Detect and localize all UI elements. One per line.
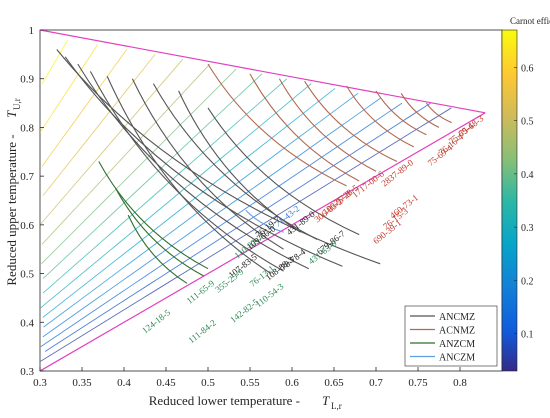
efficiency-contours	[40, 39, 452, 362]
x-axis-ticks: 0.3 0.35 0.4 0.45 0.5 0.55 0.6 0.65 0.7 0.75 0.8	[33, 367, 467, 389]
series-anzcm	[98, 161, 209, 284]
colorbar-tick-label: 0.3	[521, 223, 534, 234]
fluid-curve	[56, 49, 381, 265]
y-tick-label: 0.3	[20, 366, 34, 378]
fluid-curve	[207, 63, 347, 187]
fluid-curve	[106, 76, 272, 275]
fluid-curve	[127, 214, 188, 284]
series-anczm	[245, 209, 284, 233]
fluid-curve	[64, 56, 343, 267]
series-ancmz	[56, 49, 381, 275]
colorbar-tick-label: 0.1	[521, 330, 534, 341]
fluid-curve	[249, 73, 360, 182]
fluid-curve	[131, 78, 284, 250]
y-axis-label: Reduced upper temperature -	[4, 134, 19, 285]
legend-label: ANCZM	[439, 353, 475, 364]
y-axis-symbol: T	[4, 110, 19, 118]
y-tick-label: 0.6	[20, 220, 34, 232]
efficiency-contour	[41, 39, 69, 84]
y-axis-title: Reduced upper temperature - T U,r	[4, 98, 22, 285]
y-tick-label: 0.9	[20, 74, 34, 86]
efficiency-contour	[40, 58, 184, 226]
y-tick-label: 0.7	[20, 171, 34, 183]
efficiency-contour	[40, 44, 99, 133]
colorbar-tick-label: 0.5	[521, 117, 534, 128]
fluid-curves	[56, 49, 452, 284]
colorbar-gradient	[501, 29, 518, 372]
x-tick-label: 0.65	[324, 377, 344, 389]
y-axis-subscript: U,r	[12, 98, 22, 110]
colorbar-title: Carnot efficiency	[510, 16, 550, 26]
colorbar-tick-label: 0.6	[521, 63, 534, 74]
fluid-curve	[304, 80, 398, 163]
efficiency-contour	[42, 54, 156, 196]
fluid-curve	[89, 71, 284, 272]
x-tick-label: 0.6	[285, 377, 299, 389]
fluid-curve	[375, 90, 427, 136]
efficiency-contour	[43, 92, 359, 328]
x-tick-label: 0.75	[408, 377, 428, 389]
y-tick-label: 1	[29, 25, 35, 37]
x-axis-title: Reduced lower temperature - T L,r	[149, 393, 342, 411]
x-tick-label: 0.45	[156, 377, 176, 389]
x-axis-symbol: T	[322, 393, 330, 408]
y-axis-ticks: 0.3 0.4 0.5 0.6 0.7 0.8 0.9 1	[20, 25, 44, 378]
colorbar-tick-label: 0.2	[521, 276, 534, 287]
fluid-curve	[207, 107, 360, 236]
efficiency-contour	[42, 97, 381, 338]
x-tick-label: 0.8	[453, 377, 467, 389]
x-tick-label: 0.5	[201, 377, 215, 389]
efficiency-contour	[41, 68, 237, 265]
efficiency-contour	[41, 63, 211, 245]
legend-label: ACNMZ	[439, 326, 475, 337]
fluid-curve	[346, 85, 415, 148]
fluid-curve	[178, 90, 301, 233]
x-tick-label: 0.7	[369, 377, 383, 389]
colorbar-ticks: 0.1 0.2 0.3 0.4 0.5 0.6	[514, 63, 534, 341]
efficiency-contour	[40, 102, 403, 348]
boundary-upper	[40, 30, 486, 114]
x-tick-label: 0.3	[33, 377, 47, 389]
fluid-curve	[278, 78, 377, 172]
fluid-curve	[77, 63, 310, 270]
efficiency-contour	[41, 49, 128, 167]
colorbar: Carnot efficiency 0.1 0.2 0.3 0.4 0.5 0.6	[501, 16, 550, 372]
legend: ANCMZ ACNMZ ANZCM ANCZM	[404, 305, 498, 367]
fluid-curve	[152, 83, 318, 240]
colorbar-tick-label: 0.4	[521, 170, 534, 181]
efficiency-contour	[42, 73, 263, 279]
x-axis-subscript: L,r	[331, 401, 342, 411]
y-tick-label: 0.8	[20, 122, 34, 134]
legend-label: ANCMZ	[439, 312, 475, 323]
x-tick-label: 0.55	[240, 377, 260, 389]
y-tick-label: 0.4	[20, 317, 34, 329]
y-tick-label: 0.5	[20, 269, 34, 281]
x-axis-label: Reduced lower temperature -	[149, 393, 300, 408]
efficiency-contour	[40, 83, 312, 309]
x-tick-label: 0.4	[117, 377, 131, 389]
fluid-curve	[425, 102, 452, 124]
boundary-diagonal	[40, 112, 486, 371]
x-tick-label: 0.35	[72, 377, 92, 389]
fluid-curve	[245, 209, 284, 233]
series-acnmz	[207, 63, 452, 187]
boundary-lines	[40, 30, 486, 371]
fluid-curve	[98, 161, 209, 270]
legend-label: ANZCM	[439, 339, 475, 350]
fluid-curve	[115, 188, 205, 277]
fluid-curve	[400, 93, 440, 128]
